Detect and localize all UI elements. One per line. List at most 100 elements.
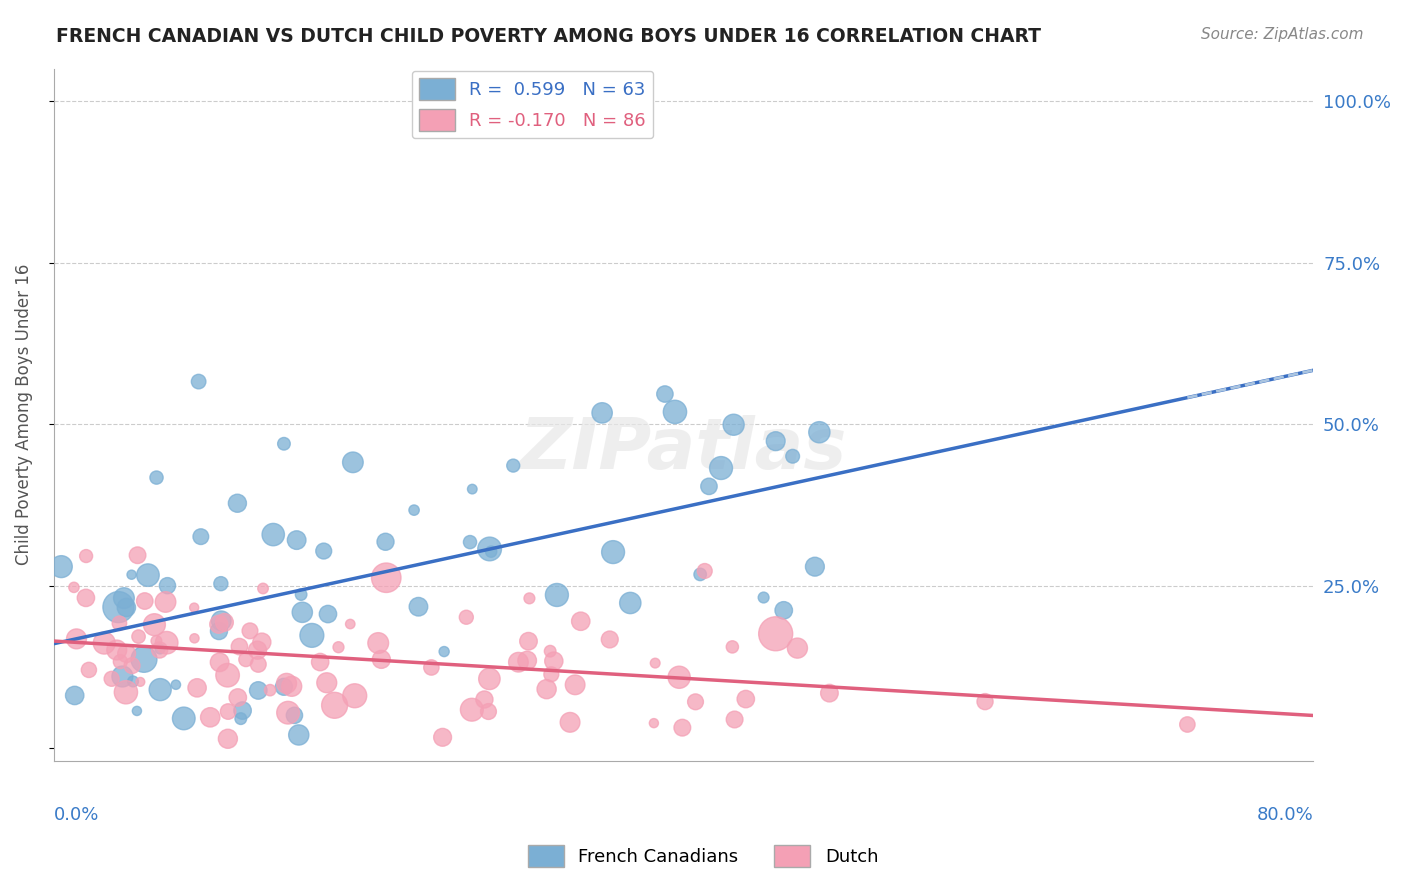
Point bbox=[536, 682, 558, 697]
Point bbox=[247, 683, 270, 698]
Text: FRENCH CANADIAN VS DUTCH CHILD POVERTY AMONG BOYS UNDER 16 CORRELATION CHART: FRENCH CANADIAN VS DUTCH CHILD POVERTY A… bbox=[56, 27, 1042, 45]
Point bbox=[538, 644, 561, 658]
Point bbox=[239, 624, 262, 638]
Point bbox=[111, 669, 134, 683]
Point bbox=[671, 721, 693, 735]
Point bbox=[115, 647, 138, 661]
Point bbox=[226, 496, 249, 510]
Point bbox=[276, 676, 298, 690]
Point bbox=[508, 655, 530, 669]
Point bbox=[129, 674, 152, 689]
Point bbox=[273, 680, 295, 694]
Point bbox=[183, 632, 205, 646]
Point bbox=[273, 436, 295, 450]
Point bbox=[143, 617, 166, 632]
Point bbox=[432, 731, 454, 745]
Point bbox=[145, 470, 167, 484]
Point bbox=[132, 652, 155, 666]
Point bbox=[591, 406, 613, 420]
Point bbox=[697, 479, 720, 493]
Point bbox=[301, 628, 323, 642]
Point bbox=[107, 600, 129, 615]
Point bbox=[51, 559, 73, 574]
Point bbox=[564, 678, 586, 692]
Point bbox=[122, 674, 145, 689]
Point bbox=[721, 640, 744, 654]
Y-axis label: Child Poverty Among Boys Under 16: Child Poverty Among Boys Under 16 bbox=[15, 264, 32, 566]
Point bbox=[461, 703, 484, 717]
Point bbox=[190, 530, 212, 544]
Point bbox=[209, 614, 232, 628]
Point bbox=[723, 417, 745, 432]
Point bbox=[214, 615, 236, 630]
Text: Source: ZipAtlas.com: Source: ZipAtlas.com bbox=[1201, 27, 1364, 42]
Point bbox=[100, 672, 122, 686]
Text: 0.0%: 0.0% bbox=[53, 805, 100, 824]
Point bbox=[149, 682, 172, 697]
Legend: R =  0.599   N = 63, R = -0.170   N = 86: R = 0.599 N = 63, R = -0.170 N = 86 bbox=[412, 70, 654, 138]
Point bbox=[232, 704, 254, 718]
Point bbox=[217, 731, 239, 746]
Point bbox=[309, 655, 332, 669]
Point bbox=[734, 692, 756, 706]
Point bbox=[478, 541, 501, 556]
Point bbox=[283, 708, 305, 723]
Point bbox=[246, 643, 269, 657]
Point bbox=[804, 559, 827, 574]
Point bbox=[643, 716, 665, 731]
Point bbox=[723, 713, 745, 727]
Point bbox=[543, 654, 565, 668]
Point bbox=[77, 663, 100, 677]
Point bbox=[105, 643, 128, 657]
Point bbox=[149, 643, 172, 657]
Point bbox=[226, 690, 249, 705]
Point bbox=[262, 527, 284, 541]
Point bbox=[277, 706, 299, 720]
Point bbox=[110, 655, 132, 669]
Point bbox=[374, 534, 396, 549]
Point bbox=[1177, 717, 1199, 731]
Point bbox=[328, 640, 350, 655]
Point bbox=[280, 679, 302, 693]
Text: 80.0%: 80.0% bbox=[1257, 805, 1313, 824]
Point bbox=[75, 549, 97, 563]
Point bbox=[664, 405, 686, 419]
Point bbox=[517, 634, 540, 648]
Point bbox=[420, 660, 443, 674]
Point bbox=[404, 503, 426, 517]
Point bbox=[136, 568, 159, 582]
Point bbox=[290, 588, 312, 602]
Point bbox=[149, 642, 172, 657]
Point bbox=[183, 600, 205, 615]
Point bbox=[540, 667, 562, 681]
Point bbox=[173, 711, 195, 725]
Point bbox=[693, 564, 716, 578]
Point bbox=[285, 533, 308, 547]
Point bbox=[765, 626, 787, 640]
Point bbox=[145, 634, 167, 648]
Point bbox=[228, 640, 250, 654]
Point bbox=[367, 636, 389, 650]
Point bbox=[291, 605, 314, 619]
Point bbox=[685, 695, 707, 709]
Point bbox=[974, 695, 997, 709]
Point bbox=[782, 449, 804, 463]
Point bbox=[502, 458, 524, 473]
Point bbox=[546, 588, 568, 602]
Point bbox=[247, 657, 270, 672]
Point bbox=[315, 675, 337, 690]
Point bbox=[235, 652, 257, 666]
Point bbox=[156, 636, 179, 650]
Point bbox=[786, 641, 808, 656]
Point bbox=[217, 668, 239, 682]
Point bbox=[456, 610, 478, 624]
Point bbox=[287, 728, 309, 742]
Point bbox=[229, 712, 252, 726]
Point bbox=[186, 681, 208, 695]
Point bbox=[710, 461, 733, 475]
Point bbox=[339, 617, 361, 632]
Point bbox=[752, 591, 775, 605]
Point bbox=[519, 591, 541, 606]
Point bbox=[200, 710, 222, 724]
Point bbox=[155, 595, 177, 609]
